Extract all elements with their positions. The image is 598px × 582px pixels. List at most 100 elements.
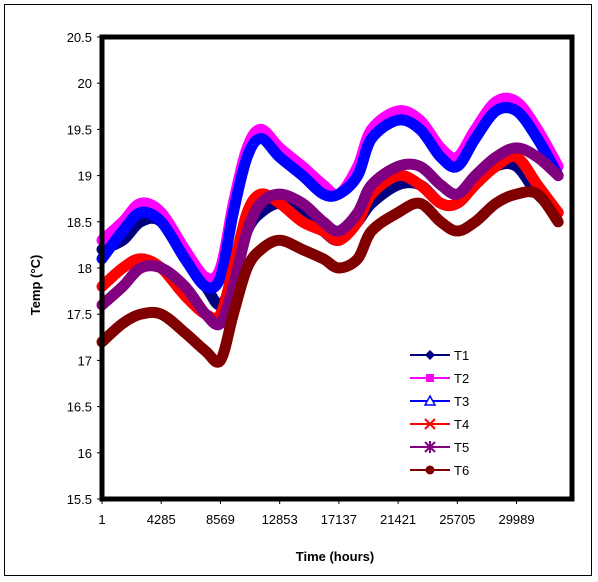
- data-point-T5-24: [556, 173, 561, 178]
- data-point-T3-8: [245, 155, 250, 160]
- y-tick-label-3: 17: [78, 353, 92, 368]
- data-point-T5-16: [396, 164, 401, 169]
- y-axis-title: Temp (°C): [28, 255, 43, 316]
- data-point-T5-5: [203, 312, 208, 317]
- data-point-T6-1: [120, 321, 125, 326]
- data-point-T1-11: [300, 210, 305, 215]
- data-point-T3-13: [336, 192, 341, 197]
- data-point-T5-7: [231, 284, 236, 289]
- legend-item-T6: T6: [410, 463, 469, 478]
- data-point-T4-13: [336, 238, 341, 243]
- data-point-T2-22: [514, 99, 519, 104]
- y-tick-label-1: 16: [78, 446, 92, 461]
- x-axis-ticks: 1 4285 8569 12853 17137 21421 25705 29989: [98, 499, 535, 527]
- data-point-T5-12: [321, 219, 326, 224]
- data-point-T3-4: [182, 256, 187, 261]
- data-point-T2-17: [417, 118, 422, 123]
- data-point-T3-2: [138, 210, 143, 215]
- x-tick-label-1: 4285: [147, 512, 176, 527]
- data-point-T6-3: [159, 312, 164, 317]
- data-point-T4-16: [396, 173, 401, 178]
- y-tick-label-0: 15.5: [67, 492, 92, 507]
- data-point-T6-18: [438, 219, 443, 224]
- data-point-T5-19: [455, 192, 460, 197]
- legend-marker-T6: [425, 465, 435, 475]
- data-point-T6-24: [556, 219, 561, 224]
- data-point-T2-2: [138, 201, 143, 206]
- series-T6: [96, 186, 564, 368]
- data-point-T6-21: [493, 201, 498, 206]
- data-point-T4-1: [120, 266, 125, 270]
- data-point-T6-17: [417, 201, 422, 206]
- data-point-T5-6: [218, 321, 223, 326]
- legend-label-T3: T3: [454, 394, 469, 409]
- legend-label-T5: T5: [454, 440, 469, 455]
- data-point-T2-16: [396, 108, 401, 113]
- data-point-T6-13: [336, 266, 341, 270]
- data-point-T5-23: [535, 155, 540, 160]
- data-point-T5-13: [336, 229, 341, 234]
- data-point-T5-21: [493, 155, 498, 160]
- data-point-T6-15: [369, 229, 374, 234]
- data-point-T5-8: [245, 229, 250, 234]
- data-point-T3-18: [438, 155, 443, 160]
- x-tick-label-7: 29989: [498, 512, 534, 527]
- y-tick-label-9: 20: [78, 76, 92, 91]
- data-point-T5-4: [182, 284, 187, 289]
- data-point-T3-21: [493, 108, 498, 113]
- data-point-T6-19: [455, 229, 460, 234]
- legend-marker-T3: [423, 394, 437, 406]
- data-point-T6-7: [231, 312, 236, 317]
- y-tick-label-2: 16.5: [67, 400, 92, 415]
- data-point-T3-3: [159, 219, 164, 224]
- data-point-T2-21: [493, 99, 498, 104]
- data-point-T4-19: [455, 201, 460, 206]
- data-point-T4-2: [138, 256, 143, 261]
- data-point-T3-22: [514, 108, 519, 113]
- data-point-T4-21: [493, 164, 498, 169]
- legend-marker-T4: [424, 418, 436, 430]
- legend-item-T3: T3: [410, 394, 469, 409]
- data-point-T5-11: [300, 201, 305, 206]
- data-point-T6-9: [258, 247, 263, 252]
- data-point-T3-23: [535, 136, 540, 141]
- data-point-T3-14: [355, 173, 360, 178]
- y-axis-ticks: 15.5 16 16.5 17 17.5 18 18.5 19 19.5 20 20.5: [67, 30, 102, 507]
- data-point-T6-2: [138, 312, 143, 317]
- series-T5: [96, 142, 564, 331]
- y-tick-label-5: 18: [78, 261, 92, 276]
- x-axis-title: Time (hours): [296, 549, 375, 564]
- x-tick-label-3: 12853: [262, 512, 298, 527]
- x-tick-label-4: 17137: [321, 512, 357, 527]
- data-point-T4-23: [535, 182, 540, 187]
- data-point-T3-10: [277, 155, 282, 160]
- x-tick-label-5: 21421: [380, 512, 416, 527]
- legend-label-T4: T4: [454, 417, 469, 432]
- legend-marker-T5: [424, 441, 436, 453]
- data-point-T2-9: [258, 127, 263, 132]
- data-point-T4-22: [514, 155, 519, 160]
- data-point-T5-2: [138, 266, 143, 270]
- data-point-T3-5: [203, 284, 208, 289]
- data-point-T3-9: [258, 136, 263, 141]
- data-point-T6-10: [277, 238, 282, 243]
- data-point-T3-16: [396, 118, 401, 123]
- data-point-T6-23: [535, 192, 540, 197]
- legend-item-T5: T5: [410, 440, 469, 455]
- y-tick-label-10: 20.5: [67, 30, 92, 45]
- y-tick-label-4: 17.5: [67, 307, 92, 322]
- legend-marker-T1: [425, 350, 435, 360]
- data-point-T3-7: [231, 210, 236, 215]
- data-point-T3-19: [455, 164, 460, 169]
- legend-marker-T2: [426, 374, 434, 382]
- data-point-T5-15: [369, 182, 374, 187]
- legend-item-T2: T2: [410, 371, 469, 386]
- legend-item-T1: T1: [410, 348, 469, 363]
- data-point-T5-3: [159, 266, 164, 270]
- data-point-T2-11: [300, 164, 305, 169]
- data-point-T5-20: [473, 173, 478, 178]
- x-tick-label-6: 25705: [439, 512, 475, 527]
- data-point-T4-12: [321, 229, 326, 234]
- data-point-T3-15: [369, 136, 374, 141]
- data-point-T6-22: [514, 192, 519, 197]
